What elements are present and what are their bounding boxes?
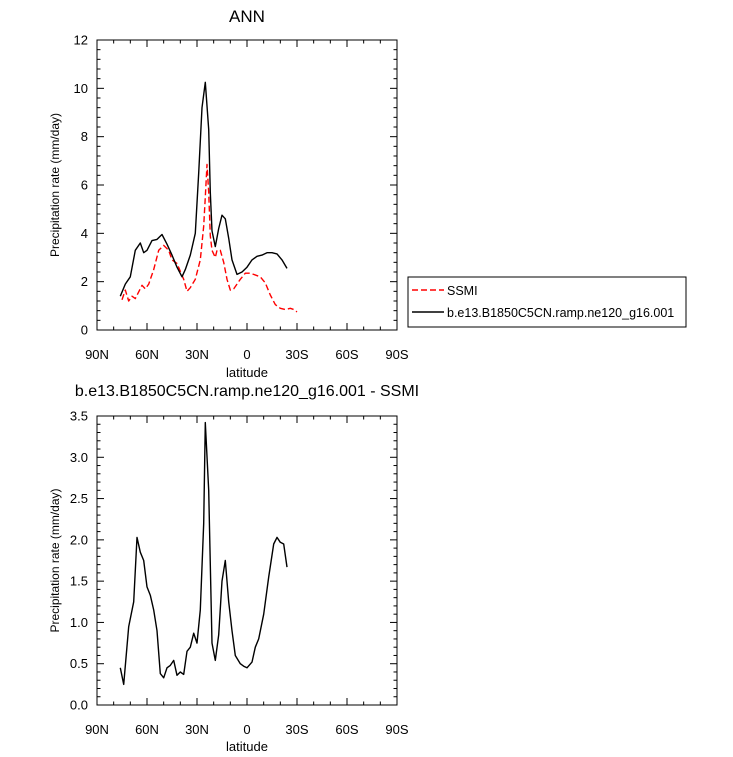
y-tick-label: 1.0 bbox=[70, 615, 88, 630]
y-tick-label: 0.0 bbox=[70, 698, 88, 713]
y-tick-label: 2.0 bbox=[70, 532, 88, 547]
series-line-2 bbox=[119, 81, 288, 297]
x-tick-label: 30S bbox=[285, 722, 308, 737]
x-tick-label: 90S bbox=[385, 722, 408, 737]
chart-panel-2: b.e13.B1850C5CN.ramp.ne120_g16.001 - SSM… bbox=[48, 383, 419, 754]
x-tick-label: 90S bbox=[385, 347, 408, 362]
chart-title: ANN bbox=[229, 7, 265, 26]
series-line-1 bbox=[119, 421, 288, 686]
plot-frame bbox=[96, 415, 398, 706]
y-tick-label: 3.5 bbox=[70, 409, 88, 424]
legend-box bbox=[407, 276, 687, 328]
y-tick-label: 12 bbox=[74, 33, 88, 48]
legend-label-2: b.e13.B1850C5CN.ramp.ne120_g16.001 bbox=[447, 306, 674, 320]
x-tick-label: 90N bbox=[85, 347, 109, 362]
x-axis-label: latitude bbox=[226, 739, 268, 754]
y-tick-label: 3.0 bbox=[70, 450, 88, 465]
y-tick-label: 1.5 bbox=[70, 574, 88, 589]
x-tick-label: 30N bbox=[185, 722, 209, 737]
x-tick-label: 30S bbox=[285, 347, 308, 362]
y-tick-label: 0.5 bbox=[70, 656, 88, 671]
x-tick-label: 60N bbox=[135, 722, 159, 737]
legend: SSMI b.e13.B1850C5CN.ramp.ne120_g16.001 bbox=[407, 276, 687, 328]
x-tick-label: 60S bbox=[335, 722, 358, 737]
y-axis-label: Precipitation rate (mm/day) bbox=[48, 488, 62, 632]
y-tick-label: 4 bbox=[81, 226, 88, 241]
x-tick-label: 0 bbox=[243, 722, 250, 737]
y-tick-label: 8 bbox=[81, 129, 88, 144]
y-axis-label: Precipitation rate (mm/day) bbox=[48, 113, 62, 257]
plot-frame bbox=[96, 39, 398, 331]
y-tick-label: 10 bbox=[74, 81, 88, 96]
series-line-1 bbox=[121, 163, 298, 313]
x-tick-label: 30N bbox=[185, 347, 209, 362]
y-tick-label: 0 bbox=[81, 323, 88, 338]
x-axis-label: latitude bbox=[226, 365, 268, 380]
x-tick-label: 60S bbox=[335, 347, 358, 362]
legend-label-1: SSMI bbox=[447, 284, 478, 298]
y-tick-label: 6 bbox=[81, 178, 88, 193]
chart-title: b.e13.B1850C5CN.ramp.ne120_g16.001 - SSM… bbox=[75, 383, 419, 400]
x-tick-label: 60N bbox=[135, 347, 159, 362]
y-tick-label: 2 bbox=[81, 274, 88, 289]
x-tick-label: 0 bbox=[243, 347, 250, 362]
chart-panel-1: ANN 90N 60N 30N 0 30S 60S 90S 0 2 4 6 8 10 12 latitude P… bbox=[48, 7, 687, 380]
y-tick-label: 2.5 bbox=[70, 491, 88, 506]
x-tick-label: 90N bbox=[85, 722, 109, 737]
